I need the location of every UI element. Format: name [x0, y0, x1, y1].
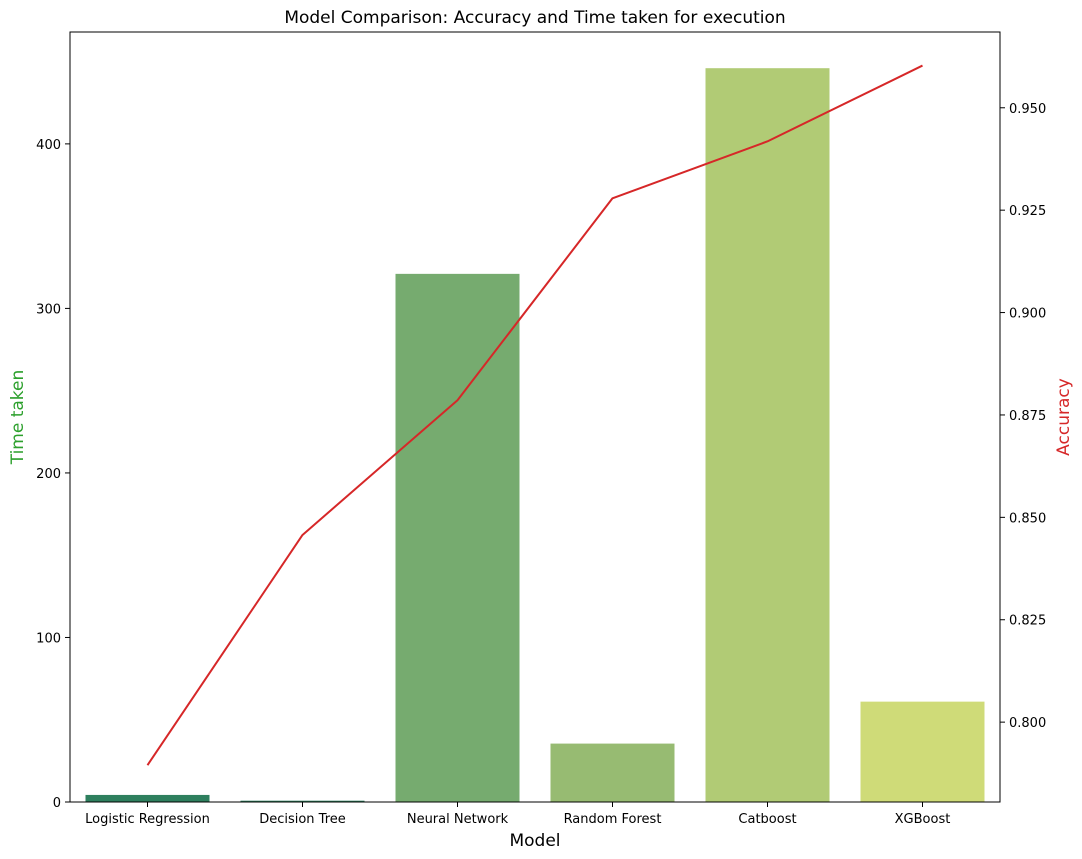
x-tick-label-2: Neural Network: [407, 812, 509, 827]
y2-tick-label-5: 0.925: [1009, 204, 1046, 219]
chart-title: Model Comparison: Accuracy and Time take…: [284, 8, 785, 28]
plot-frame: [69, 31, 1001, 803]
x-tick-label-5: XGBoost: [895, 812, 951, 827]
y2-tick-label-3: 0.875: [1009, 409, 1046, 424]
y-axis-title: Time taken: [8, 370, 28, 466]
y2-axis-title: Accuracy: [1054, 378, 1074, 456]
bar-1: [240, 800, 365, 802]
bar-3: [550, 743, 675, 802]
x-tick-label-3: Random Forest: [564, 812, 662, 827]
y2-tick-label-2: 0.850: [1009, 511, 1046, 526]
x-tick-label-0: Logistic Regression: [85, 812, 210, 827]
x-tick-label-4: Catboost: [738, 812, 796, 827]
y2-axis-ticks: 0.800 0.825 0.850 0.875 0.900 0.925 0.950: [1000, 102, 1046, 731]
accuracy-line: [146, 64, 923, 766]
bar-5: [860, 701, 985, 802]
bar-4: [705, 68, 830, 802]
y-axis-ticks: 0 100 200 300 400: [36, 138, 70, 811]
y2-tick-label-4: 0.900: [1009, 307, 1046, 322]
y2-tick-label-1: 0.825: [1009, 614, 1046, 629]
y-tick-label-3: 300: [36, 302, 61, 317]
line-group: [146, 64, 923, 766]
bar-0: [85, 794, 210, 802]
y-tick-label-4: 400: [36, 138, 61, 153]
x-axis-title: Model: [509, 831, 560, 851]
y2-tick-label-0: 0.800: [1009, 716, 1046, 731]
y-tick-label-2: 200: [36, 467, 61, 482]
bar-2: [395, 273, 520, 802]
y-tick-label-0: 0: [53, 796, 61, 811]
y2-tick-label-6: 0.950: [1009, 102, 1046, 117]
x-axis-ticks: Logistic Regression Decision Tree Neural N…: [85, 802, 950, 827]
bars-group: [85, 68, 985, 802]
y-tick-label-1: 100: [36, 631, 61, 646]
x-tick-label-1: Decision Tree: [259, 812, 346, 827]
